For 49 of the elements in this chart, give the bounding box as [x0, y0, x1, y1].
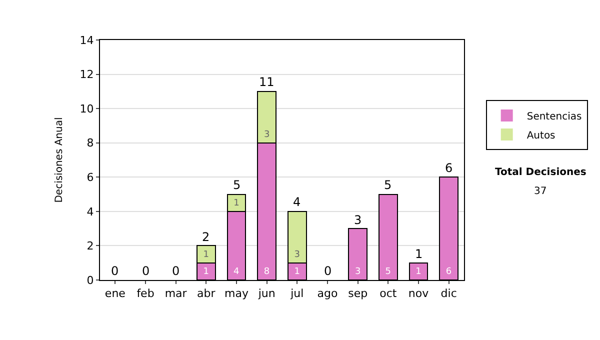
x-tick-label: ago — [317, 287, 338, 300]
total-label: 6 — [445, 161, 453, 175]
x-tick-label: jul — [290, 287, 304, 300]
total-label: 0 — [172, 264, 180, 278]
x-tick-label: oct — [380, 287, 398, 300]
x-tick-label: dic — [440, 287, 457, 300]
data-label: 6 — [446, 267, 452, 277]
total-label: 3 — [354, 213, 362, 227]
y-tick-label: 0 — [86, 274, 94, 287]
text: 37 — [534, 186, 547, 197]
x-tick-label: sep — [348, 287, 368, 300]
total-label: 0 — [142, 264, 150, 278]
text: Total Decisiones — [495, 167, 586, 178]
x-tick-label: ene — [104, 287, 126, 300]
total-label: 11 — [259, 75, 274, 89]
total-label: 5 — [384, 178, 392, 192]
y-tick-label: 4 — [86, 205, 94, 218]
data-label: 5 — [385, 267, 392, 277]
legend-label: Autos — [526, 130, 556, 142]
data-label: 1 — [234, 198, 240, 208]
total-label: 0 — [324, 264, 332, 278]
total-label: 0 — [111, 264, 119, 278]
y-tick-label: 6 — [86, 170, 94, 184]
x-tick-label: nov — [408, 287, 430, 300]
data-label: 1 — [203, 250, 210, 260]
x-tick-label: jun — [257, 287, 276, 300]
y-tick-label: 12 — [80, 68, 94, 82]
data-label: 8 — [264, 267, 270, 277]
total-label: 2 — [202, 230, 210, 244]
legend-label: Sentencias — [526, 111, 582, 122]
data-label: 1 — [416, 267, 422, 277]
total-label: 5 — [233, 178, 241, 192]
x-tick-label: may — [224, 287, 249, 300]
x-tick-label: mar — [164, 287, 188, 300]
data-label: 3 — [294, 250, 300, 260]
total-label: 1 — [415, 247, 423, 261]
total-label: 4 — [293, 195, 301, 209]
data-label: 4 — [234, 267, 240, 277]
x-tick-label: feb — [136, 287, 154, 300]
data-label: 1 — [294, 267, 300, 277]
y-tick-label: 8 — [86, 136, 94, 150]
y-tick-label: 14 — [80, 34, 94, 47]
data-label: 3 — [354, 267, 361, 277]
y-axis-title: Decisiones Anual — [54, 117, 65, 203]
data-label: 1 — [203, 267, 210, 277]
y-tick-label: 2 — [86, 240, 94, 253]
x-tick-label: abr — [197, 287, 216, 300]
data-label: 3 — [264, 130, 270, 140]
y-tick-label: 10 — [80, 102, 94, 116]
